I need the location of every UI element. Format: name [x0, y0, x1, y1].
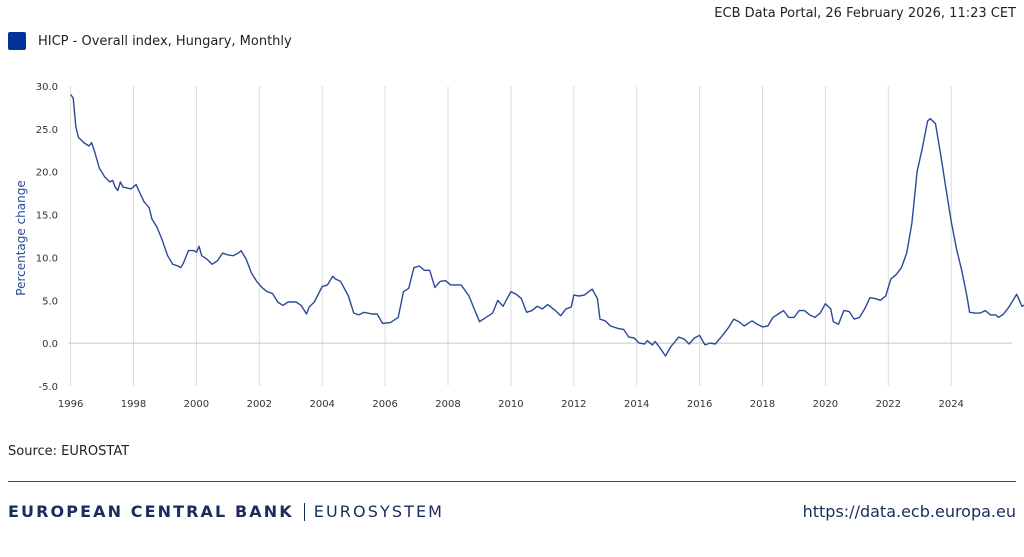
y-tick-label: 0.0: [42, 339, 58, 350]
x-tick-label: 2006: [372, 399, 397, 410]
x-tick-label: 1996: [58, 399, 83, 410]
x-tick-label: 2004: [309, 399, 334, 410]
x-tick-label: 2012: [561, 399, 586, 410]
y-tick-label: 10.0: [36, 253, 58, 264]
y-tick-label: 20.0: [36, 168, 58, 179]
y-axis-label: Percentage change: [14, 180, 28, 295]
eurosystem-label: EUROSYSTEM: [313, 502, 445, 521]
x-tick-label: 2024: [938, 399, 963, 410]
footer-divider: [8, 481, 1016, 482]
x-tick-label: 2002: [247, 399, 272, 410]
source-note: Source: EUROSTAT: [8, 444, 130, 459]
timestamp: ECB Data Portal, 26 February 2026, 11:23…: [714, 6, 1016, 21]
legend-swatch: [8, 32, 26, 50]
x-tick-label: 2014: [624, 399, 649, 410]
x-tick-label: 2022: [876, 399, 901, 410]
y-tick-label: 25.0: [36, 125, 58, 136]
portal-url-link[interactable]: https://data.ecb.europa.eu: [802, 502, 1016, 521]
series-line: [70, 94, 1024, 357]
x-tick-label: 2000: [184, 399, 209, 410]
legend-label: HICP - Overall index, Hungary, Monthly: [38, 33, 292, 49]
ecb-logo-text: EUROPEAN CENTRAL BANK EUROSYSTEM: [8, 502, 444, 521]
x-tick-label: 2010: [498, 399, 523, 410]
logo-separator: [303, 502, 305, 521]
y-tick-label: 30.0: [36, 82, 58, 93]
x-tick-label: 2018: [750, 399, 775, 410]
chart-legend[interactable]: HICP - Overall index, Hungary, Monthly: [8, 32, 292, 50]
x-tick-label: 2008: [435, 399, 460, 410]
y-tick-label: 15.0: [36, 211, 58, 222]
y-tick-label: 5.0: [42, 296, 58, 307]
bank-name: EUROPEAN CENTRAL BANK: [8, 502, 294, 521]
x-tick-label: 2020: [813, 399, 838, 410]
x-tick-label: 1998: [121, 399, 146, 410]
x-tick-label: 2016: [687, 399, 712, 410]
y-tick-label: -5.0: [38, 382, 58, 393]
